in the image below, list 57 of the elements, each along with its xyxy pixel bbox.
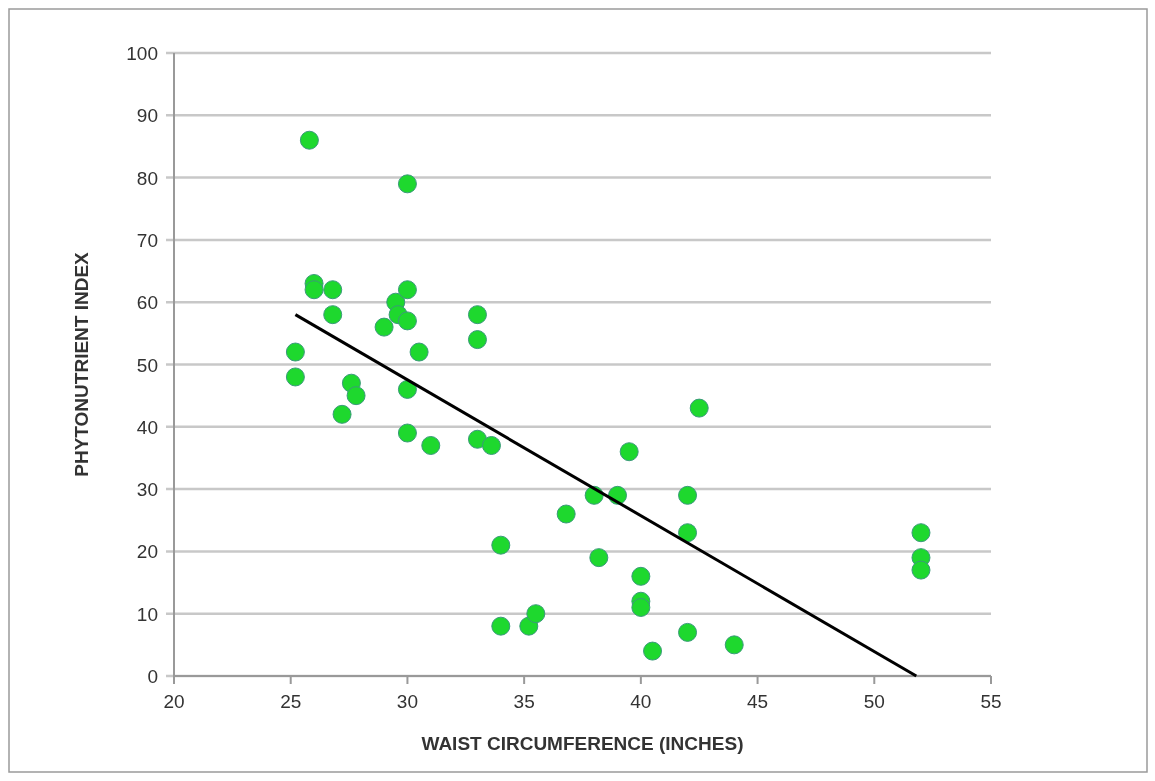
- point: [491, 535, 511, 555]
- y-tick-label: 50: [136, 354, 158, 376]
- y-tick-label: 0: [147, 666, 158, 687]
- point: [467, 305, 487, 325]
- point: [678, 523, 698, 543]
- point: [467, 429, 487, 449]
- y-tick-label: 100: [126, 43, 158, 64]
- point: [467, 330, 487, 350]
- y-tick-label: 90: [136, 105, 158, 127]
- point: [911, 523, 931, 543]
- x-tick-label: 30: [396, 691, 418, 712]
- x-tick-label: 25: [280, 691, 302, 712]
- x-tick-label: 35: [513, 691, 535, 712]
- point: [323, 305, 343, 325]
- y-tick-label: 20: [136, 541, 158, 563]
- x-tick-label: 50: [863, 691, 885, 712]
- y-tick-label: 80: [136, 167, 158, 189]
- point: [589, 548, 609, 568]
- point: [374, 317, 394, 337]
- x-tick-label: 55: [980, 691, 1002, 712]
- point: [526, 604, 546, 624]
- point: [631, 597, 651, 617]
- point: [689, 398, 709, 418]
- point: [397, 311, 417, 331]
- point: [397, 280, 417, 300]
- point: [346, 386, 366, 406]
- point: [332, 404, 352, 424]
- point: [631, 566, 651, 586]
- point: [678, 622, 698, 642]
- x-tick-label: 20: [163, 691, 185, 712]
- point: [481, 435, 501, 455]
- x-tick-label: 40: [630, 691, 652, 712]
- y-axis-title: PHYTONUTRIENT INDEX: [71, 251, 92, 477]
- point: [285, 342, 305, 362]
- point: [323, 280, 343, 300]
- point: [285, 367, 305, 387]
- point: [397, 379, 417, 399]
- y-tick-label: 60: [136, 292, 158, 314]
- point: [397, 423, 417, 443]
- y-tick-label: 70: [136, 229, 158, 251]
- point: [724, 635, 744, 655]
- x-tick-label: 45: [747, 691, 769, 712]
- y-tick-label: 10: [136, 603, 158, 625]
- point: [421, 435, 441, 455]
- point: [556, 504, 576, 524]
- point: [299, 130, 319, 150]
- y-tick-label: 40: [136, 416, 158, 438]
- point: [409, 342, 429, 362]
- point: [397, 174, 417, 194]
- point: [304, 280, 324, 300]
- point: [491, 616, 511, 636]
- y-tick-label: 30: [136, 479, 158, 501]
- point: [619, 442, 639, 462]
- point: [643, 641, 663, 661]
- point: [678, 485, 698, 505]
- point: [911, 560, 931, 580]
- x-axis-title: WAIST CIRCUMFERENCE (INCHES): [421, 733, 744, 754]
